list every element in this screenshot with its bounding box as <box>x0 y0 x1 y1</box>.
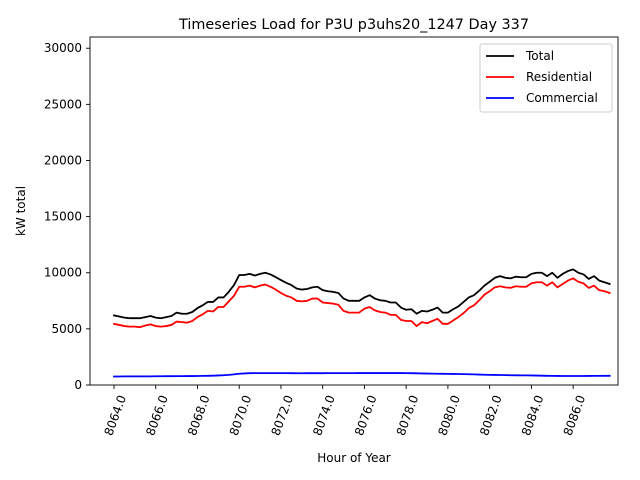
y-tick-label: 25000 <box>44 97 82 111</box>
legend: Total Residential Commercial <box>479 43 613 113</box>
y-axis-label: kW total <box>14 186 28 236</box>
legend-label-residential: Residential <box>526 70 592 84</box>
axes-frame <box>89 36 619 386</box>
y-axis-ticks: 0 5000 10000 15000 20000 25000 30000 <box>44 41 90 392</box>
legend-box <box>479 43 613 113</box>
plot-lines <box>112 268 611 378</box>
x-axis-label: Hour of Year <box>317 451 391 465</box>
y-tick-label: 10000 <box>44 266 82 280</box>
series-line-total <box>112 268 611 320</box>
y-tick-label: 0 <box>74 378 82 392</box>
y-tick-label: 30000 <box>44 41 82 55</box>
y-tick-label: 5000 <box>51 322 82 336</box>
series-line-commercial <box>113 372 611 378</box>
series-line-residential <box>112 277 611 329</box>
y-tick-label: 15000 <box>44 210 82 224</box>
legend-label-commercial: Commercial <box>526 91 598 105</box>
chart-title: Timeseries Load for P3U p3uhs20_1247 Day… <box>178 17 529 33</box>
legend-label-total: Total <box>525 49 554 63</box>
y-tick-label: 20000 <box>44 153 82 167</box>
